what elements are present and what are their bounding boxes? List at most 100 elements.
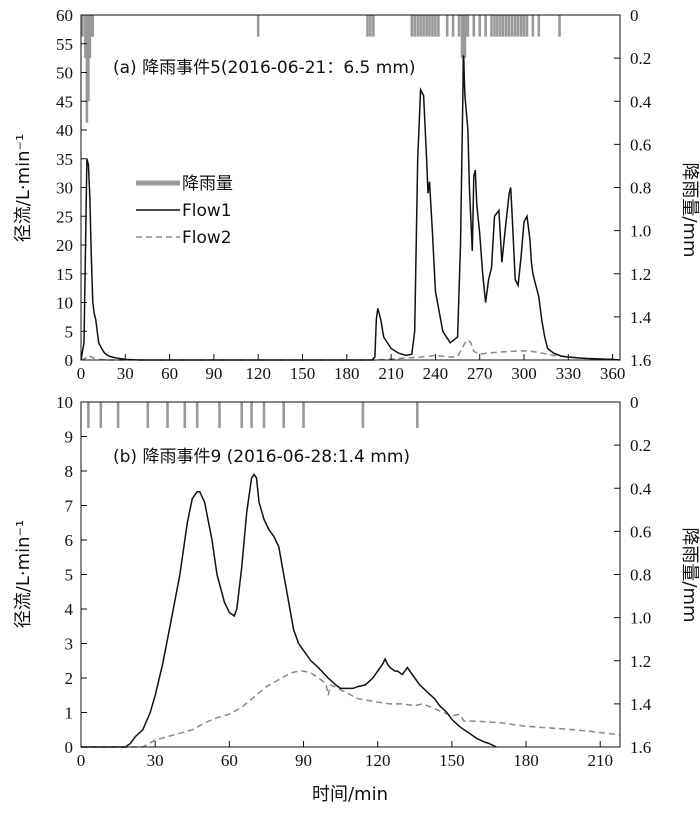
panel-a-ylabel: 径流/L·min⁻¹ [13, 134, 34, 242]
y2-tick-label: 0 [630, 393, 639, 412]
x-tick-label: 150 [439, 751, 465, 770]
x-tick-label: 90 [295, 751, 312, 770]
x-tick-label: 240 [423, 364, 449, 383]
rain-bar [361, 402, 365, 428]
y2-tick-label: 0.6 [630, 522, 651, 541]
rain-bar [183, 402, 187, 428]
y-tick-label: 50 [56, 64, 73, 83]
legend-flow1-label: Flow1 [182, 201, 232, 221]
y2-tick-label: 1.4 [630, 308, 652, 327]
panel-b-y2label: 降雨量/mm [679, 527, 700, 622]
y-tick-label: 45 [56, 92, 73, 111]
x-tick-label: 30 [147, 751, 164, 770]
panel-b-flow2-line [81, 670, 621, 748]
panel-a-y2-ticks: 0 0.2 0.4 0.6 0.8 1.0 1.2 1.4 1.6 [614, 6, 652, 370]
rain-bar [413, 15, 416, 37]
y-tick-label: 3 [65, 635, 74, 654]
y2-tick-label: 1.0 [630, 222, 651, 241]
rain-bar [522, 15, 526, 37]
x-tick-label: 210 [378, 364, 404, 383]
y-tick-label: 15 [56, 265, 73, 284]
x-tick-label: 180 [334, 364, 360, 383]
y-tick-label: 7 [65, 497, 74, 516]
legend-rain-label: 降雨量 [182, 174, 233, 194]
x-tick-label: 90 [205, 364, 222, 383]
rain-bar [499, 15, 502, 37]
rain-bar [91, 15, 95, 37]
y2-tick-label: 1.2 [630, 652, 651, 671]
rain-bar [428, 15, 431, 37]
rain-bar [90, 15, 93, 37]
rain-bar [262, 402, 266, 428]
rain-bar [463, 15, 467, 59]
rain-bar [416, 15, 419, 37]
rain-bar [431, 15, 434, 37]
rain-bar [302, 402, 305, 428]
rain-bar [531, 15, 535, 37]
y-tick-label: 10 [56, 294, 73, 313]
rain-bar [116, 402, 120, 428]
y2-tick-label: 1.4 [630, 695, 652, 714]
rain-bar [372, 15, 375, 37]
rain-bar [490, 15, 493, 37]
rain-bar [410, 15, 414, 37]
rain-bar [146, 402, 150, 428]
y2-tick-label: 1.2 [630, 265, 651, 284]
x-tick-label: 60 [161, 364, 178, 383]
x-tick-label: 360 [600, 364, 626, 383]
panel-b-title: (b) 降雨事件9 (2016-06-28:1.4 mm) [113, 447, 410, 467]
rain-bar [425, 15, 428, 37]
x-tick-label: 120 [245, 364, 271, 383]
y2-tick-label: 1.0 [630, 609, 651, 628]
rain-bar [445, 15, 449, 37]
rain-bar [88, 15, 92, 59]
y-tick-label: 0 [65, 351, 74, 370]
y2-tick-label: 1.6 [630, 351, 651, 370]
rain-bar [558, 15, 561, 37]
y-tick-label: 9 [65, 428, 74, 447]
y-tick-label: 1 [65, 704, 74, 723]
y-tick-label: 60 [56, 6, 73, 25]
y-tick-label: 8 [65, 462, 74, 481]
panel-a-y-ticks: 0 5 10 15 20 25 30 35 40 45 50 55 60 [56, 6, 87, 370]
x-tick-label: 210 [587, 751, 613, 770]
y2-tick-label: 0.2 [630, 49, 651, 68]
x-tick-label: 300 [511, 364, 537, 383]
panel-b-xlabel: 时间/min [312, 784, 388, 805]
y-tick-label: 25 [56, 207, 73, 226]
y2-tick-label: 0.8 [630, 566, 651, 585]
rain-bar [466, 15, 470, 37]
legend-flow2-label: Flow2 [182, 228, 232, 248]
rain-bar [416, 402, 419, 428]
y2-tick-label: 0.4 [630, 479, 652, 498]
y2-tick-label: 0 [630, 6, 639, 25]
panel-b-ylabel: 径流/L·min⁻¹ [13, 520, 34, 628]
panel-a-title: (a) 降雨事件5(2016-06-21：6.5 mm) [113, 58, 416, 78]
rain-bar [505, 15, 508, 37]
y-tick-label: 5 [65, 322, 74, 341]
panel-a: 0 30 60 90 120 150 180 210 240 270 300 330 360 05101… [13, 6, 700, 383]
rain-bar [434, 15, 437, 37]
y2-tick-label: 0.4 [630, 92, 652, 111]
rain-bar [465, 15, 468, 37]
rain-bar [462, 15, 465, 80]
y-tick-label: 0 [65, 738, 74, 757]
y-tick-label: 2 [65, 669, 74, 688]
panel-a-flow2-line [80, 338, 621, 361]
rain-bar [460, 15, 464, 59]
x-tick-label: 0 [77, 364, 86, 383]
y2-tick-label: 1.6 [630, 738, 651, 757]
rain-bar [87, 15, 90, 102]
rain-bar [81, 15, 84, 37]
rain-bar [240, 402, 243, 428]
y-tick-label: 40 [56, 121, 73, 140]
rain-bar [419, 15, 422, 37]
rain-bar [510, 15, 514, 37]
rain-bar [366, 15, 369, 37]
rain-bar [437, 15, 440, 37]
x-tick-label: 120 [365, 751, 391, 770]
panel-b-x-ticks: 0 30 60 90 120 150 180 210 [77, 741, 613, 770]
y-tick-label: 55 [56, 35, 73, 54]
y-tick-label: 5 [65, 566, 74, 585]
rain-bar [502, 15, 505, 37]
